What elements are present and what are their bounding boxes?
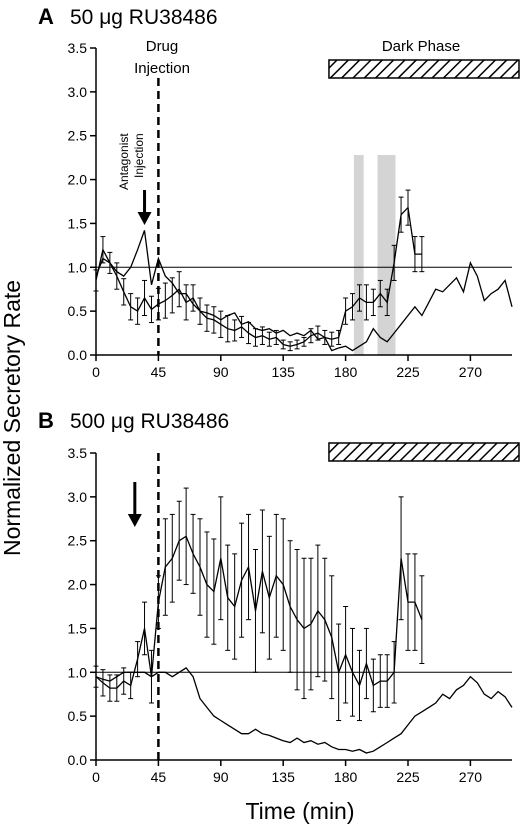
dark-phase-bar [328,59,520,79]
y-tick-label: 2.0 [68,172,88,188]
x-tick-label: 0 [92,364,100,380]
x-tick-label: 180 [334,364,358,380]
antagonist-arrow-head [137,212,152,225]
drug-injection-label-line1: Drug [146,38,179,55]
y-tick-label: 1.0 [68,664,88,680]
y-tick-label: 3.0 [68,489,88,505]
y-tick-label: 3.5 [68,40,88,56]
dark-phase-bar [328,442,520,462]
panel-b-title: 500 μg RU38486 [70,410,229,433]
antagonist-injection-label-line2: Injection [132,133,146,178]
x-tick-label: 135 [272,769,296,785]
y-tick-label: 0.5 [68,708,88,724]
x-tick-label: 45 [151,364,167,380]
y-tick-label: 3.0 [68,84,88,100]
y-tick-label: 0.5 [68,303,88,319]
x-tick-label: 270 [459,769,483,785]
panel-a: A 50 μg RU38486 0.0 0.5 1.0 1.5 2.0 2.5 3.0 3.5… [38,4,520,380]
y-tick-label: 1.5 [68,620,88,636]
x-tick-label: 0 [92,769,100,785]
y-tick-label: 3.5 [68,445,88,461]
panel-a-title: 50 μg RU38486 [70,6,218,29]
y-tick-label: 1.0 [68,259,88,275]
mean-series-line [95,206,422,347]
x-tick-label: 90 [213,769,229,785]
dark-phase-label: Dark Phase [382,38,460,55]
y-tick-label: 2.5 [68,533,88,549]
drug-injection-label-line2: Injection [134,60,190,77]
y-tick-label: 1.5 [68,215,88,231]
shaded-region [353,155,364,355]
x-tick-label: 225 [396,364,420,380]
x-tick-label: 270 [459,364,483,380]
x-tick-label: 225 [396,769,420,785]
x-tick-label: 90 [213,364,229,380]
x-tick-label: 180 [334,769,358,785]
x-tick-label: 135 [272,364,296,380]
y-tick-label: 0.0 [68,752,88,768]
antagonist-injection-label-line1: Antagonist [117,133,131,190]
antagonist-arrow-head [127,514,142,527]
panel-a-letter: A [38,4,54,29]
panel-a-plot-area: 0.0 0.5 1.0 1.5 2.0 2.5 3.0 3.5 0 45 90 135 180 225 27… [68,40,520,380]
panel-b: B 500 μg RU38486 0.0 0.5 1.0 1.5 2.0 2.5 3.0 3.… [38,408,520,785]
y-tick-label: 2.0 [68,577,88,593]
panel-b-plot-area: 0.0 0.5 1.0 1.5 2.0 2.5 3.0 3.5 0 45 90 135 180 225 27… [68,442,520,785]
x-tick-label: 45 [151,769,167,785]
y-tick-label: 2.5 [68,128,88,144]
panel-b-letter: B [38,408,54,433]
x-axis-title: Time (min) [245,798,354,824]
control-series-line [95,667,513,754]
y-tick-label: 0.0 [68,347,88,363]
shaded-region [377,155,396,355]
mean-series-line [95,535,423,689]
control-series-line [95,230,513,352]
y-axis-title: Normalized Secretory Rate [0,280,25,556]
